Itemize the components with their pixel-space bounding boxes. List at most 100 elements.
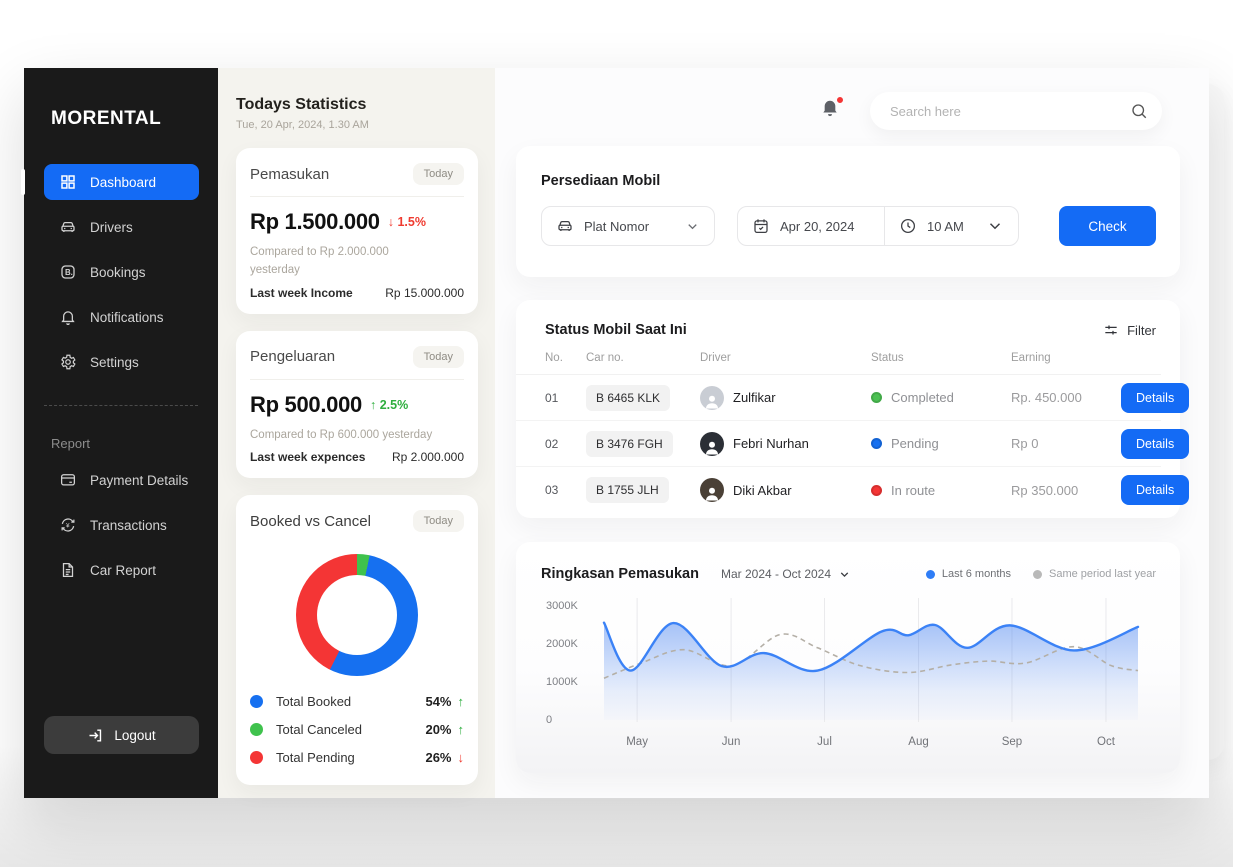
legend-dot-current	[925, 569, 935, 579]
income-card: Pemasukan Today Rp 1.500.000 ↓ 1.5% Comp…	[236, 148, 478, 314]
income-compare-text: Compared to Rp 2.000.000 yesterday	[250, 246, 389, 277]
stats-title: Todays Statistics	[236, 96, 367, 113]
sidebar-item-label: Settings	[90, 354, 139, 370]
income-card-title: Pemasukan	[250, 165, 330, 183]
sidebar-item-label: Notifications	[90, 309, 164, 325]
details-button[interactable]: Details	[1121, 428, 1190, 459]
driver-avatar	[700, 385, 724, 410]
status-dot	[871, 438, 882, 449]
status-label: Pending	[891, 436, 939, 451]
income-today-badge[interactable]: Today	[412, 163, 464, 185]
donut-card-title: Booked vs Cancel	[250, 512, 371, 530]
document-icon	[59, 561, 77, 579]
details-button[interactable]: Details	[1121, 382, 1190, 413]
y-tick-label: 0	[546, 714, 553, 726]
expense-compare-text: Compared to Rp 600.000 yesterday	[250, 428, 433, 441]
x-tick-label: Jul	[817, 736, 832, 748]
sidebar-item-bookings[interactable]: B. Bookings	[44, 254, 199, 290]
chevron-down-icon	[685, 219, 700, 234]
car-status-card: Status Mobil Saat Ini Filter No. Car no.…	[516, 300, 1190, 518]
table-header: No. Car no. Driver Status Earning	[516, 338, 1161, 375]
car-number-pill: B 3476 FGH	[586, 430, 673, 457]
grid-icon	[59, 173, 77, 191]
booking-icon: B.	[59, 263, 77, 281]
chevron-down-icon	[986, 217, 1004, 235]
chart-line-current	[602, 621, 1140, 673]
stats-subtitle: Tue, 20 Apr, 2024, 1.30 AM	[236, 119, 369, 131]
search-icon[interactable]	[1130, 102, 1148, 120]
plate-number-select[interactable]: Plat Nomor	[541, 206, 715, 246]
sidebar-item-transactions[interactable]: ¥ Transactions	[44, 507, 199, 543]
sidebar-item-label: Car Report	[90, 562, 157, 578]
filter-button[interactable]: Filter	[1103, 322, 1156, 338]
status-label: Completed	[891, 390, 954, 405]
x-tick-label: Oct	[1097, 736, 1115, 748]
sidebar-report-nav: Payment Details ¥ Transactions Car Repor…	[24, 462, 218, 597]
booked-vs-cancel-donut-chart	[296, 554, 418, 677]
status-dot	[871, 484, 882, 496]
table-row: 03 B 1755 JLH Diki Akbar In route Rp 350…	[516, 467, 1190, 513]
svg-text:B.: B.	[65, 268, 73, 277]
details-button[interactable]: Details	[1121, 475, 1190, 505]
sidebar-item-label: Transactions	[90, 517, 167, 533]
availability-card: Persediaan Mobil Plat Nomor	[516, 146, 1180, 277]
expense-today-badge[interactable]: Today	[412, 345, 464, 368]
filter-icon	[1103, 322, 1119, 338]
x-tick-label: May	[626, 736, 648, 748]
chart-period-select[interactable]: Mar 2024 - Oct 2024	[721, 567, 851, 581]
income-amount: Rp 1.500.000	[250, 209, 380, 234]
sidebar-item-label: Drivers	[90, 219, 133, 235]
sidebar-item-settings[interactable]: Settings	[44, 344, 199, 380]
divider	[250, 196, 464, 197]
car-number-pill: B 1755 JLH	[586, 477, 669, 503]
legend-item-lastyear: Same period last year	[1033, 568, 1156, 580]
sidebar-item-notifications[interactable]: Notifications	[44, 299, 199, 335]
stats-column: Todays Statistics Tue, 20 Apr, 2024, 1.3…	[218, 68, 495, 798]
expense-footer-value: Rp 2.000.000	[391, 450, 464, 465]
divider	[250, 378, 464, 380]
sidebar-item-label: Payment Details	[90, 472, 189, 488]
bell-icon	[59, 308, 77, 326]
time-picker[interactable]: 10 AM	[885, 217, 1018, 235]
legend-dot-pending	[250, 751, 263, 765]
legend-item-current: Last 6 months	[925, 568, 1011, 580]
active-indicator	[21, 169, 25, 195]
divider	[884, 206, 885, 246]
credit-card-icon	[59, 471, 77, 489]
driver-avatar	[700, 431, 724, 456]
table-row: 01 B 6465 KLK Zulfikar Completed Rp. 450…	[516, 375, 1190, 421]
expense-card: Pengeluaran Today Rp 500.000 ↑ 2.5% Comp…	[236, 330, 478, 479]
y-tick-label: 2000K	[546, 638, 578, 650]
trend-up-arrow: ↑	[457, 722, 465, 738]
sidebar-item-drivers[interactable]: Drivers	[44, 209, 199, 245]
sidebar-divider	[44, 405, 198, 406]
car-icon	[556, 217, 574, 235]
x-tick-label: Jun	[721, 736, 741, 748]
sidebar: MORENTAL Dashboard Drivers B. Bookings	[21, 68, 218, 798]
expense-delta: ↑ 2.5%	[369, 397, 409, 412]
donut-today-badge[interactable]: Today	[412, 510, 464, 533]
calendar-icon	[752, 217, 770, 235]
logout-button[interactable]: Logout	[44, 716, 199, 754]
driver-name: Diki Akbar	[733, 482, 792, 498]
table-row: 02 B 3476 FGH Febri Nurhan Pending Rp 0 …	[516, 421, 1190, 467]
sidebar-item-car-report[interactable]: Car Report	[44, 552, 199, 588]
income-delta: ↓ 1.5%	[387, 215, 426, 229]
svg-text:¥: ¥	[66, 522, 70, 529]
notification-bell-button[interactable]	[819, 96, 845, 124]
search-input[interactable]	[890, 103, 1130, 119]
car-icon	[59, 218, 77, 236]
clock-icon	[899, 217, 917, 235]
check-button[interactable]: Check	[1059, 206, 1156, 246]
expense-amount: Rp 500.000	[250, 391, 362, 417]
sidebar-item-label: Dashboard	[90, 174, 157, 190]
car-status-title: Status Mobil Saat Ini	[545, 322, 687, 338]
legend-item-canceled: Total Canceled 20% ↑	[250, 722, 464, 737]
sidebar-item-dashboard[interactable]: Dashboard	[21, 164, 199, 200]
logout-icon	[87, 727, 104, 744]
datetime-picker-group: Apr 20, 2024 10 AM	[737, 206, 1019, 246]
legend-item-pending: Total Pending 26% ↓	[250, 750, 464, 765]
legend-dot-lastyear	[1033, 569, 1042, 579]
date-picker[interactable]: Apr 20, 2024	[738, 217, 884, 235]
sidebar-item-payment-details[interactable]: Payment Details	[44, 462, 199, 498]
